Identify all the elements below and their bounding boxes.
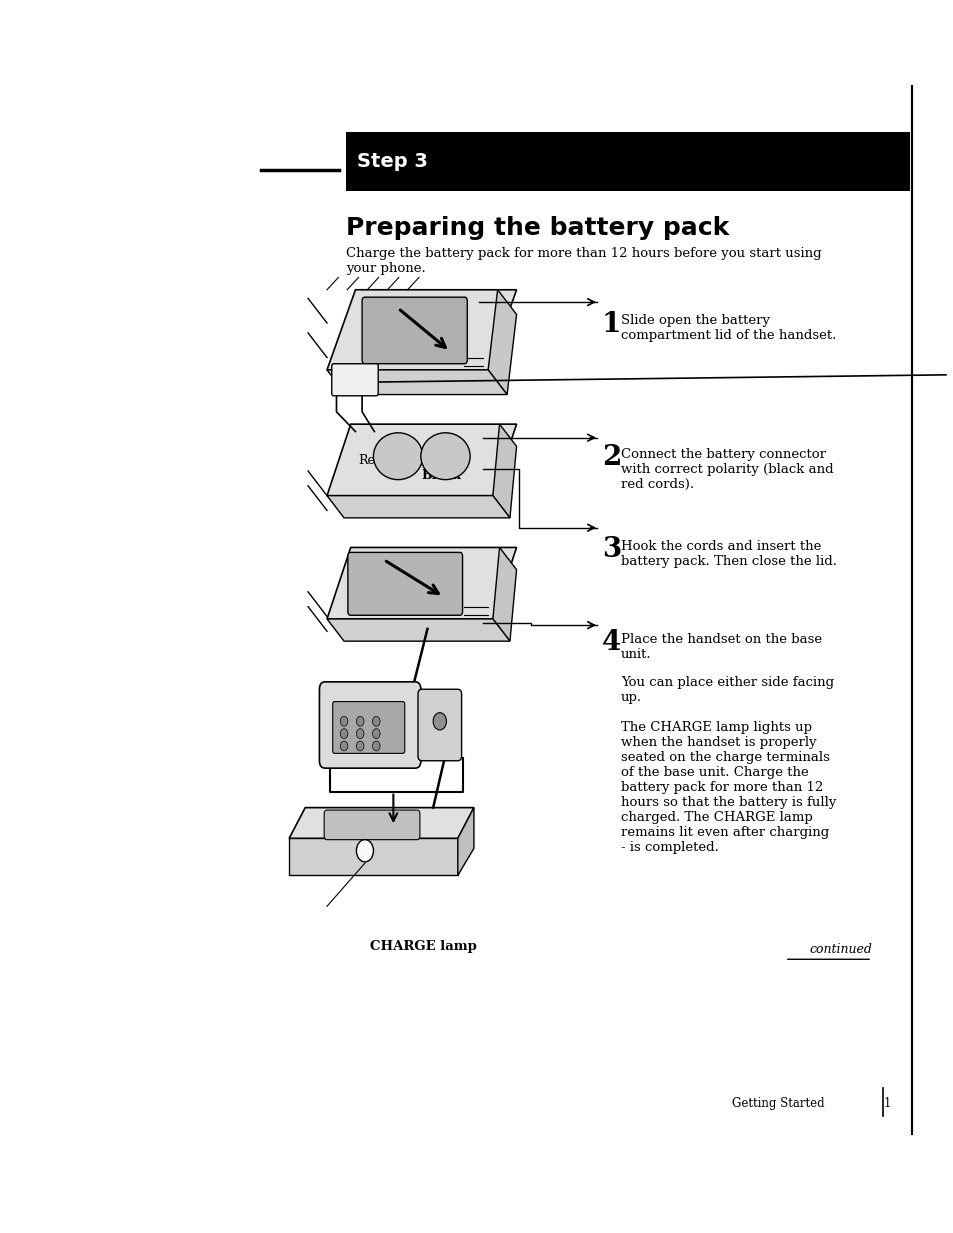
Circle shape: [356, 729, 364, 739]
Text: 3: 3: [601, 536, 620, 563]
Circle shape: [340, 729, 348, 739]
Text: Hook: Hook: [424, 557, 461, 571]
Ellipse shape: [373, 433, 422, 480]
Circle shape: [372, 741, 379, 751]
Text: The CHARGE lamp lights up
when the handset is properly
seated on the charge term: The CHARGE lamp lights up when the hands…: [620, 721, 836, 854]
FancyBboxPatch shape: [324, 810, 419, 840]
FancyBboxPatch shape: [362, 297, 467, 364]
FancyBboxPatch shape: [332, 364, 377, 396]
Text: Black: Black: [421, 469, 461, 482]
Circle shape: [356, 716, 364, 726]
Text: Preparing the battery pack: Preparing the battery pack: [346, 216, 728, 239]
Text: Step 3: Step 3: [357, 152, 428, 171]
FancyBboxPatch shape: [333, 702, 404, 753]
Circle shape: [356, 741, 364, 751]
Circle shape: [372, 729, 379, 739]
FancyBboxPatch shape: [346, 132, 909, 191]
Polygon shape: [327, 370, 507, 395]
Polygon shape: [289, 838, 457, 875]
Ellipse shape: [420, 433, 470, 480]
Polygon shape: [327, 424, 516, 496]
Text: 2: 2: [601, 444, 620, 471]
Circle shape: [340, 741, 348, 751]
Polygon shape: [327, 619, 510, 641]
Text: 4: 4: [601, 629, 620, 656]
Text: Hook the cords and insert the
battery pack. Then close the lid.: Hook the cords and insert the battery pa…: [620, 540, 836, 568]
Text: Getting Started: Getting Started: [731, 1097, 823, 1111]
Circle shape: [356, 840, 373, 862]
Polygon shape: [289, 808, 474, 838]
Text: Slide open the battery
compartment lid of the handset.: Slide open the battery compartment lid o…: [620, 314, 836, 343]
Text: Place the handset on the base
unit.: Place the handset on the base unit.: [620, 633, 821, 661]
Polygon shape: [327, 290, 516, 370]
Polygon shape: [457, 808, 474, 875]
Text: You can place either side facing
up.: You can place either side facing up.: [620, 676, 833, 704]
FancyBboxPatch shape: [319, 682, 420, 768]
Text: Connect the battery connector
with correct polarity (black and
red cords).: Connect the battery connector with corre…: [620, 448, 833, 491]
Circle shape: [433, 713, 446, 730]
Polygon shape: [488, 290, 516, 395]
FancyBboxPatch shape: [348, 552, 462, 615]
Text: 1: 1: [601, 311, 620, 338]
Circle shape: [372, 716, 379, 726]
FancyBboxPatch shape: [417, 689, 461, 761]
Text: Charge the battery pack for more than 12 hours before you start using
your phone: Charge the battery pack for more than 12…: [346, 247, 821, 275]
Polygon shape: [493, 424, 516, 518]
Text: 1: 1: [882, 1097, 890, 1111]
Text: Red: Red: [358, 454, 383, 467]
Text: continued: continued: [808, 943, 871, 957]
Text: CHARGE lamp: CHARGE lamp: [369, 940, 476, 953]
Polygon shape: [493, 547, 516, 641]
Polygon shape: [327, 547, 516, 619]
Polygon shape: [327, 496, 510, 518]
Circle shape: [340, 716, 348, 726]
